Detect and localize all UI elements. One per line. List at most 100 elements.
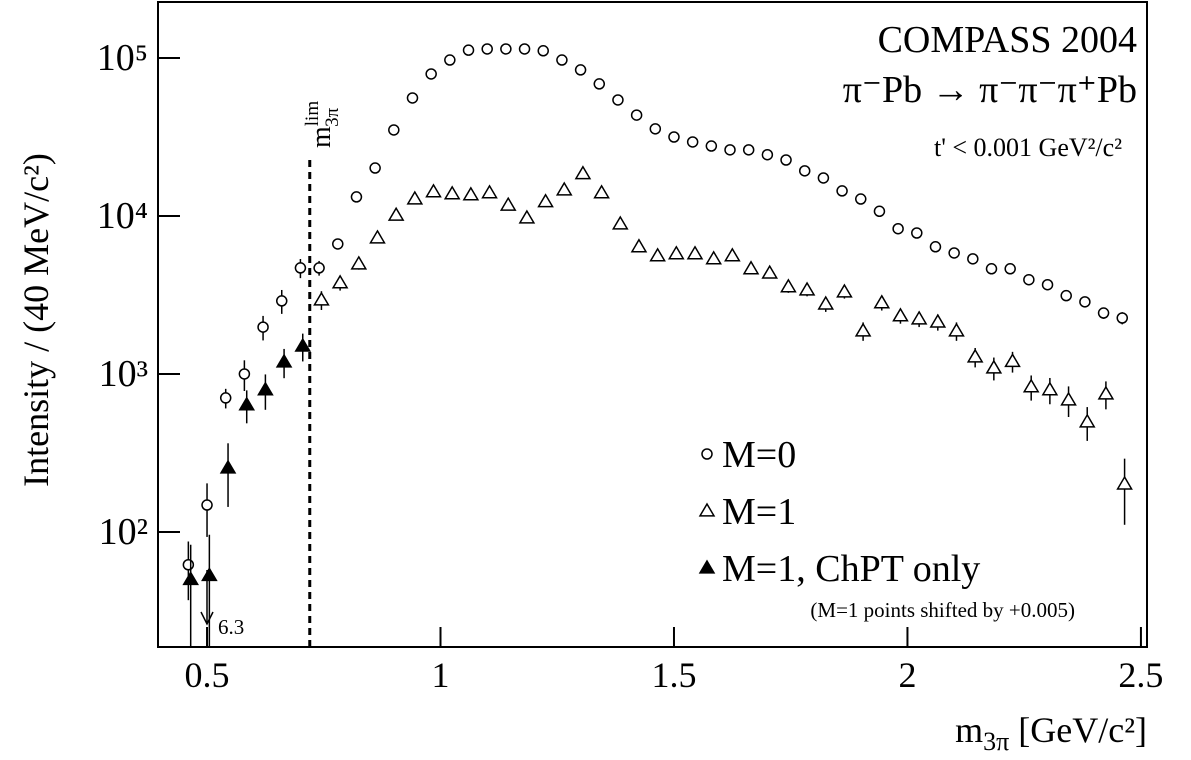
marker-circle (257, 321, 269, 333)
legend-label: M=1, ChPT only (722, 548, 980, 590)
shift-note: (M=1 points shifted by +0.005) (810, 598, 1075, 622)
marker-circle (593, 78, 606, 90)
marker-circle (911, 227, 923, 239)
marker-triangle-filled (294, 337, 312, 352)
marker-triangle (686, 245, 704, 260)
x-tick-label: 1.5 (651, 655, 696, 695)
marker-triangle (1060, 391, 1077, 406)
experiment-label: COMPASS 2004 (878, 19, 1137, 61)
marker-circle (425, 68, 437, 80)
marker-triangle (761, 264, 779, 279)
marker-circle (294, 262, 307, 274)
marker-circle (556, 54, 568, 66)
marker-triangle-filled (182, 571, 199, 586)
marker-circle (705, 140, 718, 152)
x-tick-label: 2 (898, 655, 916, 695)
marker-circle (780, 154, 792, 166)
marker-triangle (668, 245, 685, 260)
marker-triangle (836, 283, 853, 298)
marker-circle (369, 162, 381, 174)
marker-circle (182, 559, 195, 571)
marker-triangle (705, 250, 722, 265)
marker-triangle (630, 238, 648, 253)
marker-triangle (1097, 385, 1115, 400)
marker-triangle (518, 209, 536, 224)
x-tick-label: 1 (432, 655, 450, 695)
marker-circle (313, 262, 325, 274)
marker-circle (612, 94, 624, 106)
x-tick-label: 2.5 (1118, 655, 1163, 695)
marker-circle (967, 253, 979, 265)
marker-circle (761, 148, 774, 161)
marker-circle (537, 45, 549, 57)
marker-triangle (1004, 352, 1021, 368)
marker-triangle (369, 229, 386, 244)
marker-circle (985, 263, 998, 275)
marker-triangle (611, 215, 629, 230)
marker-triangle-filled (257, 381, 274, 396)
marker-circle (873, 205, 886, 218)
marker-circle (462, 44, 475, 56)
marker-circle (1060, 289, 1072, 302)
lim-label-sub: 3π (322, 107, 343, 127)
marker-triangle (1022, 378, 1040, 393)
marker-circle (201, 499, 213, 511)
y-tick-label: 10⁴ (97, 195, 148, 237)
marker-circle (630, 109, 643, 121)
cut-label: t' < 0.001 GeV²/c² (934, 133, 1122, 162)
marker-circle (444, 54, 456, 66)
marker-triangle (425, 183, 442, 198)
marker-circle (481, 43, 493, 55)
marker-circle (1116, 312, 1129, 324)
legend-label: M=0 (722, 434, 796, 476)
marker-circle (275, 295, 288, 307)
x-label-sub: 3π (983, 727, 1009, 756)
marker-circle (836, 185, 848, 197)
marker-triangle (462, 186, 480, 201)
marker-circle (1023, 273, 1035, 286)
marker-triangle (350, 255, 368, 270)
marker-triangle (985, 359, 1003, 374)
marker-circle (332, 238, 344, 250)
y-axis-label: Intensity / (40 MeV/c²) (16, 153, 56, 487)
marker-triangle (854, 322, 872, 337)
marker-circle (798, 165, 811, 177)
marker-triangle (966, 348, 984, 363)
marker-triangle-filled (219, 459, 237, 474)
marker-triangle (780, 278, 797, 293)
x-label-part: m (955, 710, 983, 750)
marker-triangle (574, 165, 592, 180)
marker-triangle-filled (201, 567, 218, 582)
legend-marker (701, 448, 713, 460)
limit-arrow-head (200, 611, 214, 626)
legend-marker (698, 502, 716, 517)
marker-triangle (948, 322, 965, 337)
marker-triangle (742, 260, 760, 275)
legend-marker (698, 559, 716, 574)
marker-circle (1004, 263, 1016, 275)
marker-triangle (929, 313, 947, 328)
legend-label: M=1 (722, 491, 796, 533)
marker-circle (929, 241, 942, 253)
lim-label-sup: lim (302, 101, 323, 127)
marker-triangle (892, 307, 909, 322)
marker-triangle-filled (275, 353, 293, 368)
plot-frame (157, 1, 1148, 648)
marker-circle (742, 144, 755, 156)
marker-circle (892, 222, 904, 235)
reaction-label: π⁻Pb → π⁻π⁻π⁺Pb (843, 69, 1137, 111)
marker-triangle (537, 193, 554, 208)
marker-triangle (406, 190, 424, 205)
marker-triangle (481, 184, 498, 199)
marker-circle (500, 43, 512, 55)
marker-triangle (649, 247, 666, 262)
marker-triangle (313, 291, 330, 306)
marker-circle (1097, 307, 1110, 319)
marker-triangle (555, 181, 573, 196)
marker-triangle (724, 247, 741, 262)
marker-circle (649, 123, 662, 135)
marker-circle (1041, 278, 1054, 291)
marker-circle (238, 368, 251, 380)
marker-circle (219, 392, 232, 404)
marker-triangle (910, 310, 928, 325)
